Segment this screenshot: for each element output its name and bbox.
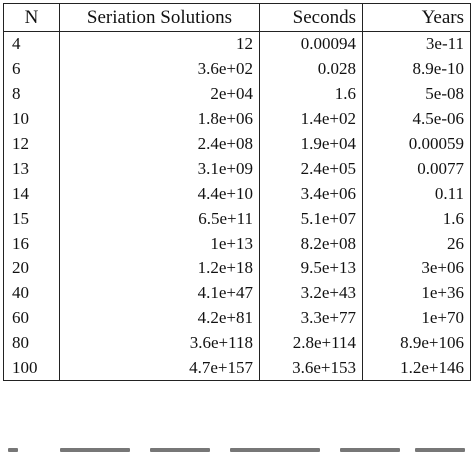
- cell-years: 0.11: [362, 181, 471, 207]
- table-row: 100 4.7e+157 3.6e+153 1.2e+146: [3, 355, 471, 382]
- cell-seconds: 3.4e+06: [259, 181, 363, 207]
- cell-years: 1e+36: [362, 280, 471, 306]
- cell-years: 1e+70: [362, 305, 471, 331]
- cell-n: 60: [3, 305, 60, 331]
- cell-seconds: 3.2e+43: [259, 280, 363, 306]
- cell-years: 5e-08: [362, 81, 471, 107]
- cell-seriation-solutions: 1.2e+18: [59, 256, 260, 281]
- cell-seconds: 1.4e+02: [259, 106, 363, 132]
- table-row: 4 12 0.00094 3e-11: [3, 31, 471, 57]
- table-row: 13 3.1e+09 2.4e+05 0.0077: [3, 156, 471, 182]
- cell-seriation-solutions: 1.8e+06: [59, 106, 260, 132]
- table-row: 60 4.2e+81 3.3e+77 1e+70: [3, 305, 471, 331]
- seriation-complexity-table: N Seriation Solutions Seconds Years 4 12 0…: [3, 3, 471, 382]
- cell-seriation-solutions: 12: [59, 31, 260, 57]
- cell-n: 6: [3, 56, 60, 82]
- cell-years: 8.9e-10: [362, 56, 471, 82]
- table-row: 80 3.6e+118 2.8e+114 8.9e+106: [3, 330, 471, 356]
- header-row: N Seriation Solutions Seconds Years: [3, 3, 471, 32]
- cell-seconds: 2.8e+114: [259, 330, 363, 356]
- table-row: 12 2.4e+08 1.9e+04 0.00059: [3, 131, 471, 157]
- cell-seconds: 5.1e+07: [259, 206, 363, 232]
- cell-n: 14: [3, 181, 60, 207]
- cell-seconds: 0.028: [259, 56, 363, 82]
- cell-seriation-solutions: 2.4e+08: [59, 131, 260, 157]
- cell-n: 10: [3, 106, 60, 132]
- cell-seconds: 3.3e+77: [259, 305, 363, 331]
- cell-years: 1.6: [362, 206, 471, 232]
- table-row: 10 1.8e+06 1.4e+02 4.5e-06: [3, 106, 471, 132]
- table-row: 14 4.4e+10 3.4e+06 0.11: [3, 181, 471, 207]
- cell-years: 0.00059: [362, 131, 471, 157]
- cell-seconds: 2.4e+05: [259, 156, 363, 182]
- cell-years: 4.5e-06: [362, 106, 471, 132]
- cell-seriation-solutions: 4.7e+157: [59, 355, 260, 382]
- cell-seriation-solutions: 3.1e+09: [59, 156, 260, 182]
- cell-n: 13: [3, 156, 60, 182]
- cell-n: 15: [3, 206, 60, 232]
- header-years: Years: [362, 3, 471, 32]
- cell-seriation-solutions: 4.2e+81: [59, 305, 260, 331]
- cell-years: 26: [362, 231, 471, 257]
- cell-seriation-solutions: 4.4e+10: [59, 181, 260, 207]
- header-n: N: [3, 3, 60, 32]
- table-row: 15 6.5e+11 5.1e+07 1.6: [3, 206, 471, 232]
- cell-n: 16: [3, 231, 60, 257]
- cell-n: 20: [3, 256, 60, 281]
- cell-seconds: 9.5e+13: [259, 256, 363, 281]
- cell-seconds: 0.00094: [259, 31, 363, 57]
- cell-years: 3e+06: [362, 256, 471, 281]
- cell-seriation-solutions: 2e+04: [59, 81, 260, 107]
- cell-n: 40: [3, 280, 60, 306]
- table-row: 40 4.1e+47 3.2e+43 1e+36: [3, 280, 471, 306]
- table-row: 8 2e+04 1.6 5e-08: [3, 81, 471, 107]
- table-body: 4 12 0.00094 3e-11 6 3.6e+02 0.028 8.9e-10 8 2e+0…: [3, 31, 471, 382]
- cell-seconds: 8.2e+08: [259, 231, 363, 257]
- header-seriation-solutions: Seriation Solutions: [59, 3, 260, 32]
- cell-years: 8.9e+106: [362, 330, 471, 356]
- cell-years: 3e-11: [362, 31, 471, 57]
- cell-n: 12: [3, 131, 60, 157]
- cell-seconds: 3.6e+153: [259, 355, 363, 382]
- cell-n: 80: [3, 330, 60, 356]
- cell-seriation-solutions: 4.1e+47: [59, 280, 260, 306]
- cell-seriation-solutions: 3.6e+02: [59, 56, 260, 82]
- table-row: 20 1.2e+18 9.5e+13 3e+06: [3, 256, 471, 281]
- table-row: 16 1e+13 8.2e+08 26: [3, 231, 471, 257]
- cell-seconds: 1.6: [259, 81, 363, 107]
- cell-n: 4: [3, 31, 60, 57]
- cropped-caption-fragment: [0, 446, 474, 452]
- cell-n: 8: [3, 81, 60, 107]
- seriation-table-container: N Seriation Solutions Seconds Years 4 12 0…: [3, 3, 471, 382]
- table-row: 6 3.6e+02 0.028 8.9e-10: [3, 56, 471, 82]
- cell-seriation-solutions: 1e+13: [59, 231, 260, 257]
- cell-seconds: 1.9e+04: [259, 131, 363, 157]
- cell-seriation-solutions: 3.6e+118: [59, 330, 260, 356]
- cell-years: 1.2e+146: [362, 355, 471, 382]
- cell-n: 100: [3, 355, 60, 382]
- header-seconds: Seconds: [259, 3, 363, 32]
- table-header: N Seriation Solutions Seconds Years: [3, 3, 471, 32]
- cell-seriation-solutions: 6.5e+11: [59, 206, 260, 232]
- cell-years: 0.0077: [362, 156, 471, 182]
